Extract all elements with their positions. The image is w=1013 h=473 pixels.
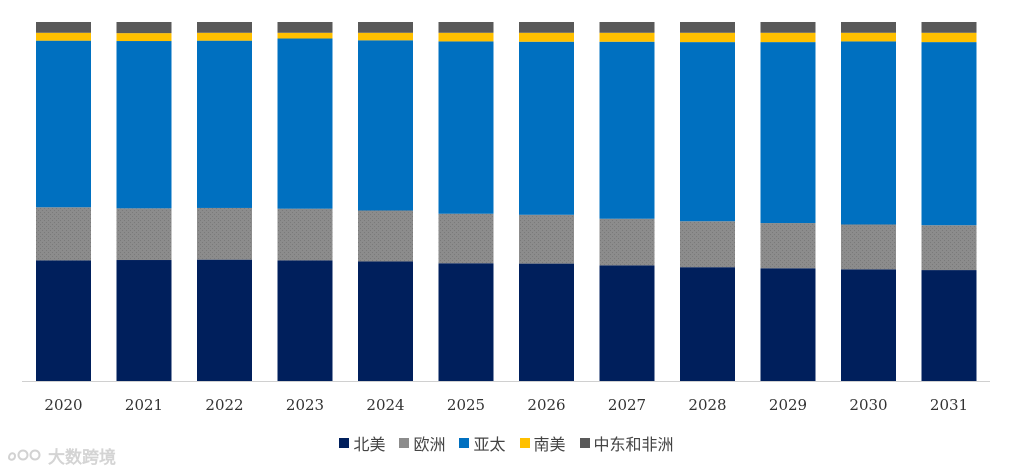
x-tick-label-2027: 2027 <box>608 396 646 414</box>
x-tick-label-2029: 2029 <box>769 396 807 414</box>
bar-south-america-2023 <box>277 32 333 39</box>
x-tick-label-2022: 2022 <box>205 396 243 414</box>
bar-asia-pacific-2024 <box>358 40 413 211</box>
bar-mea-2029 <box>760 22 816 33</box>
x-tick-label-2021: 2021 <box>125 396 163 414</box>
bar-mea-2028 <box>680 22 735 33</box>
bar-north-america-2021 <box>116 260 172 381</box>
legend-swatch-south-america <box>519 438 530 448</box>
bar-mea-2020 <box>36 22 91 33</box>
legend-swatch-europe <box>399 438 410 448</box>
x-tick-label-2028: 2028 <box>688 396 726 414</box>
x-tick-label-2030: 2030 <box>849 396 887 414</box>
legend-item-europe: 欧洲 <box>399 431 445 455</box>
x-tick-label-2023: 2023 <box>286 396 324 414</box>
bar-south-america-2020 <box>36 32 91 41</box>
bar-north-america-2027 <box>599 265 655 381</box>
bar-mea-2027 <box>599 22 655 33</box>
legend-swatch-asia-pacific <box>459 438 470 448</box>
bar-asia-pacific-2026 <box>519 41 574 215</box>
legend-item-mea: 中东和非洲 <box>579 431 674 455</box>
legend-label-asia-pacific: 亚太 <box>473 435 506 454</box>
watermark-logo-icon <box>7 449 41 461</box>
bar-mea-2026 <box>519 22 574 33</box>
bar-asia-pacific-2020 <box>36 40 91 208</box>
legend-label-mea: 中东和非洲 <box>593 435 674 454</box>
bar-mea-2023 <box>277 22 333 33</box>
bar-mea-2021 <box>116 22 172 34</box>
legend-item-asia-pacific: 亚太 <box>459 431 506 455</box>
bar-europe-2030 <box>841 224 896 270</box>
bar-south-america-2021 <box>116 33 172 42</box>
watermark-text: 大数跨境 <box>48 448 116 468</box>
bar-asia-pacific-2021 <box>116 41 172 209</box>
bar-europe-2028 <box>680 221 735 268</box>
bar-asia-pacific-2022 <box>197 40 252 208</box>
bar-europe-2026 <box>519 214 574 264</box>
bar-south-america-2030 <box>841 32 896 42</box>
legend-label-north-america: 北美 <box>353 435 386 454</box>
x-tick-label-2024: 2024 <box>366 396 404 414</box>
bar-europe-2027 <box>599 218 655 266</box>
bar-mea-2025 <box>438 22 494 33</box>
bar-south-america-2029 <box>760 32 816 43</box>
bar-south-america-2024 <box>358 32 413 41</box>
bar-north-america-2025 <box>438 263 494 381</box>
bar-north-america-2020 <box>36 260 91 381</box>
bar-north-america-2028 <box>680 267 735 381</box>
bar-asia-pacific-2029 <box>760 42 816 224</box>
bar-europe-2025 <box>438 213 494 264</box>
bar-north-america-2026 <box>519 263 574 381</box>
bar-asia-pacific-2027 <box>599 41 655 219</box>
bar-europe-2024 <box>358 210 413 262</box>
x-tick-label-2026: 2026 <box>527 396 565 414</box>
bar-north-america-2023 <box>277 260 333 381</box>
bar-north-america-2029 <box>760 268 816 381</box>
bar-europe-2022 <box>197 207 252 260</box>
legend-swatch-north-america <box>339 438 350 448</box>
stacked-bar-chart: 2020 2021 2022 2023 2024 2025 2026 2027 2028 2029… <box>22 22 990 414</box>
watermark: 大数跨境 <box>6 443 116 468</box>
bar-mea-2031 <box>921 22 977 33</box>
bar-south-america-2027 <box>599 32 655 42</box>
bar-asia-pacific-2025 <box>438 41 494 214</box>
x-tick-label-2025: 2025 <box>447 396 485 414</box>
legend-label-europe: 欧洲 <box>413 435 446 454</box>
legend-item-south-america: 南美 <box>519 431 566 455</box>
legend: 北美 欧洲 亚太 南美 中东和非洲 <box>0 431 1013 455</box>
bar-asia-pacific-2023 <box>277 38 333 209</box>
bar-asia-pacific-2031 <box>921 42 977 226</box>
x-tick-label-2031: 2031 <box>930 396 968 414</box>
x-tick-label-2020: 2020 <box>44 396 82 414</box>
bar-asia-pacific-2030 <box>841 41 896 225</box>
bar-north-america-2024 <box>358 261 413 381</box>
bar-north-america-2031 <box>921 270 977 381</box>
bar-mea-2024 <box>358 22 413 33</box>
bar-south-america-2026 <box>519 32 574 42</box>
bar-north-america-2030 <box>841 269 896 381</box>
bar-south-america-2031 <box>921 32 977 43</box>
legend-swatch-mea <box>579 438 590 448</box>
bar-europe-2023 <box>277 208 333 261</box>
bar-south-america-2028 <box>680 32 735 43</box>
bar-mea-2030 <box>841 22 896 33</box>
bar-north-america-2022 <box>197 259 252 381</box>
legend-label-south-america: 南美 <box>533 435 566 454</box>
bar-europe-2021 <box>116 208 172 261</box>
bar-asia-pacific-2028 <box>680 42 735 222</box>
bar-south-america-2025 <box>438 32 494 42</box>
bar-europe-2031 <box>921 225 977 271</box>
bar-europe-2020 <box>36 207 91 261</box>
bar-europe-2029 <box>760 223 816 269</box>
bar-mea-2022 <box>197 22 252 33</box>
legend-item-north-america: 北美 <box>339 431 385 455</box>
bar-south-america-2022 <box>197 32 252 41</box>
